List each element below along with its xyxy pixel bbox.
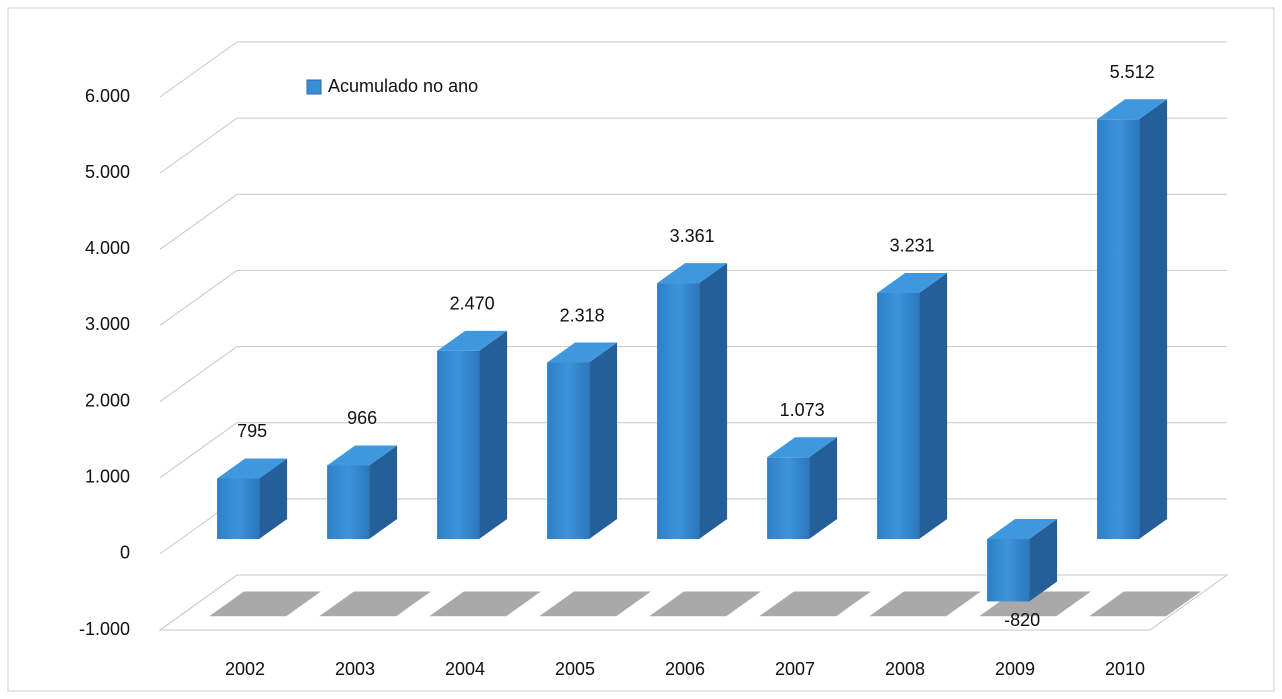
floor-shadow bbox=[759, 591, 871, 617]
value-label: 5.512 bbox=[1110, 62, 1155, 82]
floor-shadow bbox=[319, 591, 431, 617]
bar-side bbox=[919, 272, 948, 540]
bar bbox=[547, 362, 590, 540]
x-tick-label: 2007 bbox=[775, 659, 815, 679]
bar-top bbox=[1097, 99, 1168, 120]
bar bbox=[877, 292, 920, 540]
x-tick-label: 2002 bbox=[225, 659, 265, 679]
x-tick-label: 2010 bbox=[1105, 659, 1145, 679]
grid-line-side bbox=[159, 193, 238, 250]
bar-side bbox=[1029, 519, 1058, 602]
y-tick-label: 6.000 bbox=[85, 86, 130, 106]
x-tick-label: 2008 bbox=[885, 659, 925, 679]
floor-shadow bbox=[1089, 591, 1201, 617]
bar-top bbox=[547, 342, 618, 363]
value-label: 1.073 bbox=[780, 400, 825, 420]
x-tick-label: 2006 bbox=[665, 659, 705, 679]
floor-shadow bbox=[649, 591, 761, 617]
bar-top bbox=[987, 519, 1058, 540]
value-label: 2.470 bbox=[450, 294, 495, 314]
bar-side bbox=[589, 342, 618, 540]
grid-line-side bbox=[159, 41, 238, 98]
y-tick-label: 4.000 bbox=[85, 238, 130, 258]
y-tick-label: 3.000 bbox=[85, 314, 130, 334]
value-label: 795 bbox=[237, 421, 267, 441]
y-tick-label: 2.000 bbox=[85, 390, 130, 410]
bar bbox=[1097, 119, 1140, 540]
bar-side bbox=[809, 437, 838, 540]
chart-border bbox=[7, 7, 1275, 692]
floor-shadow bbox=[539, 591, 651, 617]
floor-shadow bbox=[209, 591, 321, 617]
y-tick-label: 1.000 bbox=[85, 466, 130, 486]
floor-shadow bbox=[429, 591, 541, 617]
x-tick-label: 2009 bbox=[995, 659, 1035, 679]
value-label: 3.231 bbox=[890, 236, 935, 256]
bar-top bbox=[877, 272, 948, 293]
bar-top bbox=[657, 263, 728, 284]
bar-side bbox=[259, 458, 288, 540]
y-tick-label: 0 bbox=[120, 543, 130, 563]
value-label: 3.361 bbox=[670, 226, 715, 246]
bar-side bbox=[369, 445, 398, 540]
grid-line-side bbox=[159, 270, 238, 326]
value-label: 2.318 bbox=[560, 305, 605, 325]
y-tick-label: 5.000 bbox=[85, 162, 130, 182]
grid-line-side bbox=[159, 346, 238, 402]
bar bbox=[657, 283, 700, 540]
bar bbox=[437, 350, 480, 540]
grid-line-side bbox=[159, 574, 238, 631]
bar bbox=[987, 539, 1030, 602]
floor-shadow bbox=[869, 591, 981, 617]
value-label: -820 bbox=[1004, 610, 1040, 630]
x-tick-label: 2004 bbox=[445, 659, 485, 679]
x-tick-label: 2003 bbox=[335, 659, 375, 679]
bar-top bbox=[767, 437, 838, 458]
x-tick-label: 2005 bbox=[555, 659, 595, 679]
bar-top bbox=[437, 330, 508, 351]
bar-side bbox=[699, 263, 728, 540]
bar-side bbox=[1139, 99, 1168, 540]
y-tick-label: -1.000 bbox=[79, 619, 130, 639]
bar bbox=[767, 457, 810, 540]
bar-side bbox=[479, 330, 508, 540]
grid-line-side bbox=[159, 117, 238, 174]
bar bbox=[327, 465, 370, 540]
legend-swatch bbox=[306, 79, 322, 95]
legend-label: Acumulado no ano bbox=[328, 76, 478, 96]
bar-top bbox=[217, 458, 288, 479]
bar bbox=[217, 478, 260, 540]
value-label: 966 bbox=[347, 408, 377, 428]
bar-top bbox=[327, 445, 398, 466]
grid-line-side bbox=[159, 422, 238, 479]
